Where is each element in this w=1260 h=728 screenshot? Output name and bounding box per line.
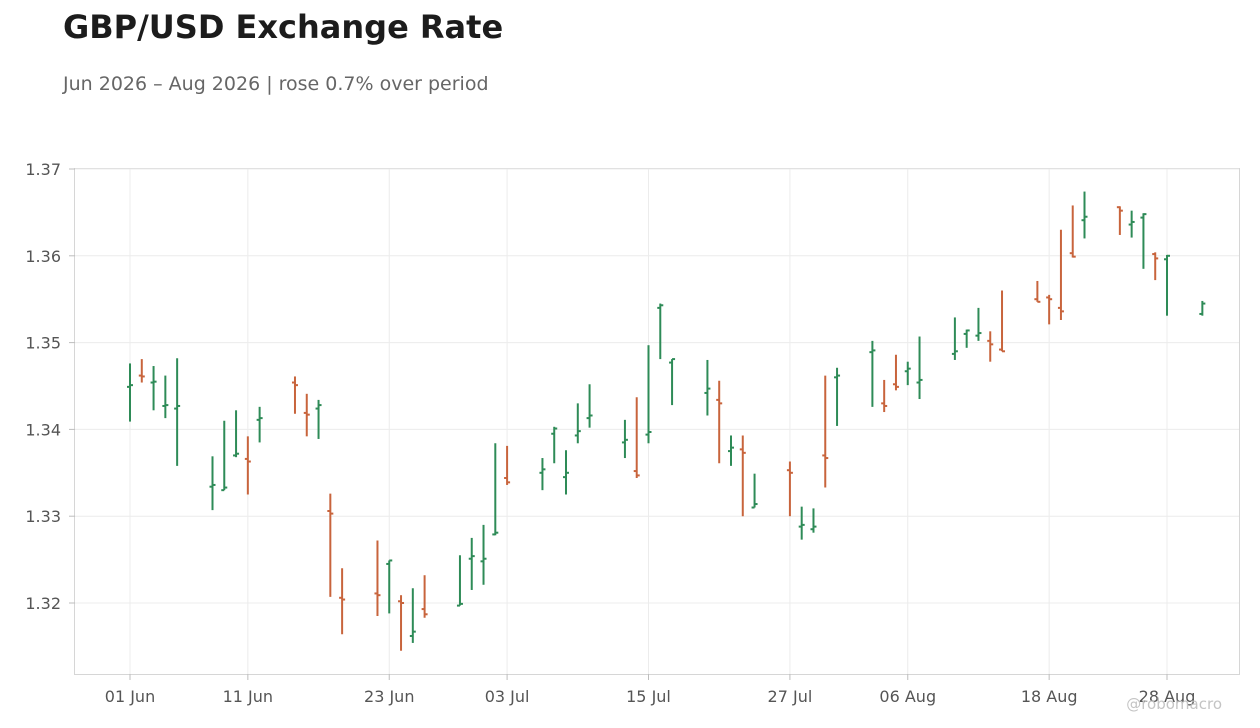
ohlc-bar	[904, 361, 911, 386]
ohlc-bar	[1140, 213, 1147, 269]
chart-subtitle: Jun 2026 – Aug 2026 | rose 0.7% over per…	[63, 73, 489, 95]
x-axis: 01 Jun 11 Jun 23 Jun 03 Jul 15 Jul 27 Jul 06 A…	[105, 674, 1196, 706]
grid-layer	[75, 168, 1239, 674]
ohlc-bar	[1152, 252, 1159, 281]
x-tick-label: 01 Jun	[105, 687, 155, 706]
ohlc-bar	[327, 493, 334, 597]
ohlc-bar	[716, 380, 723, 464]
y-tick-label: 1.35	[25, 334, 61, 353]
ohlc-bar	[504, 445, 511, 485]
ohlc-bar	[480, 524, 487, 585]
ohlc-bar	[233, 410, 240, 458]
ohlc-bar	[374, 540, 381, 617]
ohlc-bar	[704, 359, 711, 416]
ohlc-bar	[669, 358, 676, 406]
x-tick-label: 15 Jul	[626, 687, 671, 706]
ohlc-bar	[138, 359, 145, 383]
ohlc-bar	[975, 307, 982, 341]
ohlc-bar	[1057, 229, 1064, 321]
ohlc-bar	[421, 575, 428, 618]
ohlc-bar	[1199, 300, 1206, 316]
ohlc-bar	[869, 340, 876, 407]
ohlc-bar	[303, 393, 310, 437]
ohlc-bar	[409, 588, 416, 643]
y-tick-label: 1.36	[25, 247, 61, 266]
x-tick-label: 11 Jun	[223, 687, 273, 706]
ohlc-bar	[987, 331, 994, 362]
ohlc-bar	[539, 458, 546, 491]
ohlc-bar	[586, 384, 593, 428]
ohlc-bar	[174, 358, 181, 466]
x-tick-label: 06 Aug	[879, 687, 936, 706]
x-tick-label: 28 Aug	[1139, 687, 1196, 706]
ohlc-bars	[127, 191, 1206, 651]
ohlc-bar	[810, 508, 817, 533]
ohlc-bar	[963, 329, 970, 348]
ohlc-bar	[315, 399, 322, 439]
y-tick-label: 1.33	[25, 507, 61, 526]
ohlc-bar	[127, 363, 133, 422]
ohlc-bar	[786, 461, 793, 517]
ohlc-bar	[551, 426, 558, 464]
ohlc-bar	[386, 559, 393, 614]
plot-area-frame	[74, 168, 1240, 675]
ohlc-bar	[162, 375, 169, 419]
ohlc-bar	[999, 290, 1006, 353]
ohlc-bar	[1116, 206, 1123, 235]
ohlc-bar	[892, 354, 899, 391]
ohlc-bar	[951, 317, 958, 360]
chart-title: GBP/USD Exchange Rate	[63, 8, 504, 46]
ohlc-bar	[751, 473, 758, 509]
ohlc-bar	[244, 436, 251, 495]
ohlc-bar	[881, 379, 888, 413]
ohlc-bar	[456, 555, 463, 607]
ohlc-bar	[633, 397, 640, 479]
ohlc-bar	[398, 595, 405, 651]
ohlc-bar	[492, 443, 499, 536]
ohlc-bar	[916, 336, 923, 400]
ohlc-bar	[221, 420, 228, 492]
ohlc-bar	[291, 376, 298, 414]
ohlc-bar	[574, 403, 581, 444]
watermark: @robomacro	[1126, 695, 1222, 713]
y-tick-label: 1.32	[25, 594, 61, 613]
x-tick-label: 03 Jul	[485, 687, 530, 706]
ohlc-bar	[657, 303, 664, 360]
ohlc-bar	[1081, 191, 1088, 239]
ohlc-bar	[256, 406, 263, 443]
ohlc-bar	[209, 456, 216, 511]
ohlc-bar	[150, 366, 157, 411]
ohlc-bar	[468, 537, 475, 590]
ohlc-bar	[1069, 205, 1076, 258]
ohlc-bar	[798, 506, 805, 540]
y-tick-label: 1.34	[25, 420, 61, 439]
ohlc-bar	[1164, 254, 1170, 316]
ohlc-bar	[834, 367, 841, 426]
y-axis: 1.32 1.33 1.34 1.35 1.36 1.37	[25, 160, 75, 613]
ohlc-bar	[563, 450, 570, 495]
ohlc-bar	[645, 345, 652, 444]
x-tick-label: 23 Jun	[364, 687, 414, 706]
x-tick-label: 18 Aug	[1021, 687, 1078, 706]
ohlc-bar	[621, 419, 628, 459]
y-tick-label: 1.37	[25, 160, 61, 179]
ohlc-bar	[1046, 294, 1053, 325]
x-tick-label: 27 Jul	[768, 687, 813, 706]
ohlc-bar	[822, 375, 829, 488]
ohlc-bar	[739, 435, 746, 517]
ohlc-bar	[1128, 210, 1135, 238]
ohlc-bar	[727, 435, 734, 466]
ohlc-bar	[1034, 280, 1041, 303]
ohlc-bar	[339, 568, 346, 635]
